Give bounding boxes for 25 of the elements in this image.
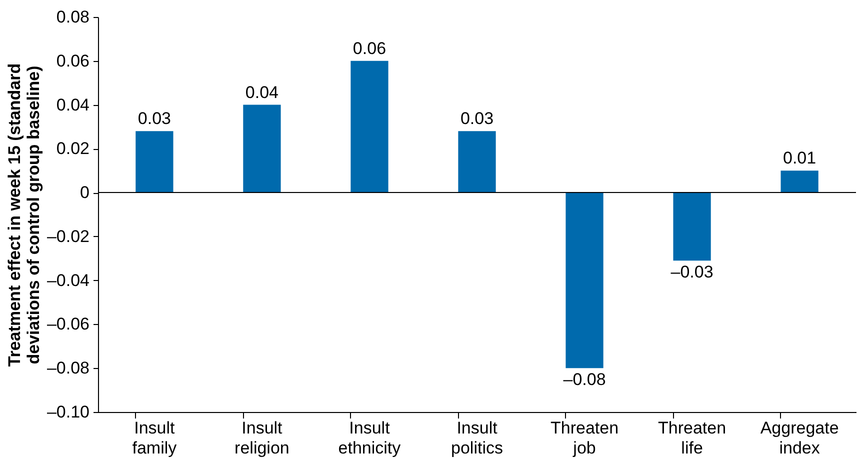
data-label: 0.03: [138, 109, 171, 128]
y-tick-label: –0.06: [46, 314, 90, 334]
y-tick-label: –0.04: [46, 270, 90, 290]
x-tick-label: Insult ethnicity: [338, 418, 402, 458]
y-tick-label: 0.02: [56, 139, 90, 158]
x-tick-label: Insult family: [132, 418, 178, 458]
y-tick-label: 0.08: [56, 8, 90, 26]
data-label: 0.03: [460, 109, 494, 128]
y-axis-title: Treatment effect in week 15 (standard deviations of control group baseline): [4, 63, 43, 367]
y-tick-label: 0.04: [56, 95, 90, 114]
x-tick-label: Threaten life: [658, 418, 726, 458]
x-tick-label: Aggregate index: [760, 418, 839, 458]
x-tick-label: Insult politics: [451, 418, 503, 458]
x-tick-label: Threaten job: [550, 418, 619, 458]
y-tick-label: 0: [80, 183, 90, 202]
x-tick-label: Insult religion: [234, 418, 290, 458]
data-label: 0.04: [245, 82, 279, 102]
y-tick-label: –0.08: [46, 358, 90, 378]
y-tick-label: 0.06: [56, 51, 90, 70]
y-tick-label: –0.02: [46, 226, 90, 246]
y-tick-label: –0.10: [46, 402, 90, 422]
data-label: 0.01: [783, 148, 816, 168]
data-label: 0.06: [352, 38, 386, 58]
data-label: –0.03: [670, 262, 714, 282]
data-label: –0.08: [563, 370, 606, 390]
